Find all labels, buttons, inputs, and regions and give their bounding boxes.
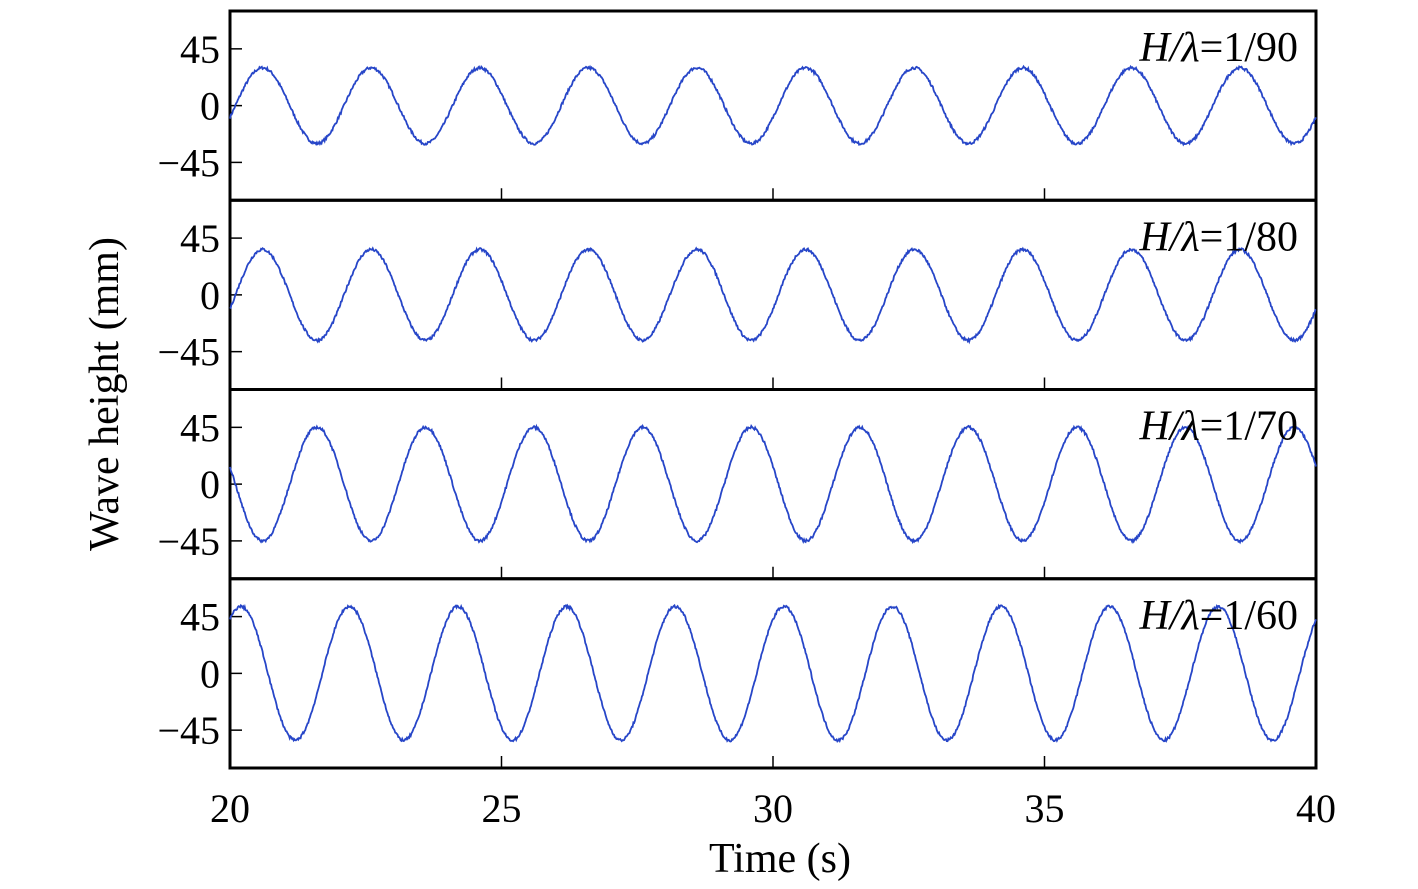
x-tick-labels: 20 25 30 35 40 (210, 786, 1336, 831)
panel-label-ratio: H/λ (1138, 214, 1199, 260)
panel-label-ratio: H/λ (1138, 404, 1199, 450)
x-tick-label: 30 (753, 786, 793, 831)
x-tick-label: 35 (1025, 786, 1065, 831)
panel-label-ratio: H/λ (1138, 593, 1199, 639)
y-tick-label: −45 (157, 519, 220, 564)
panel-label-value: =1/90 (1200, 25, 1298, 71)
panel-4: 45 0 −45 H/λ=1/60 (157, 577, 1318, 770)
wave-series-line (229, 246, 1317, 345)
y-axis-title: Wave height (mm) (82, 237, 128, 551)
panel-label-value: =1/60 (1200, 593, 1298, 639)
panel-label-ratio: H/λ (1138, 25, 1199, 71)
panel-label-value: =1/80 (1200, 214, 1298, 260)
panel-label-value: =1/70 (1200, 404, 1298, 450)
y-tick-label: 45 (180, 405, 220, 450)
y-tick-label: 45 (180, 595, 220, 640)
y-tick-label: −45 (157, 140, 220, 185)
panels-group: 450−45H/λ=1/90450−45H/λ=1/80450−45H/λ=1/… (157, 9, 1318, 770)
x-tick-label: 25 (482, 786, 522, 831)
y-tick-label: 45 (180, 216, 220, 261)
wave-series-line (229, 423, 1317, 545)
panel-2: 45 0 −45 H/λ=1/80 (157, 198, 1318, 391)
panel-label: H/λ=1/90 (1138, 25, 1298, 71)
panel-label: H/λ=1/60 (1138, 593, 1298, 639)
y-tick-label: 0 (200, 462, 220, 507)
panel-label: H/λ=1/80 (1138, 214, 1298, 260)
panel-1: 45 0 −45 H/λ=1/90 (157, 9, 1318, 202)
y-tick-label: −45 (157, 330, 220, 375)
y-tick-label: 45 (180, 27, 220, 72)
y-tick-label: 0 (200, 651, 220, 696)
y-tick-label: −45 (157, 708, 220, 753)
panel-label: H/λ=1/70 (1138, 404, 1298, 450)
wave-series-line (229, 64, 1317, 147)
wave-series-line (229, 603, 1317, 744)
x-axis-title: Time (s) (709, 836, 851, 882)
panel-3: 45 0 −45 H/λ=1/70 (157, 388, 1318, 581)
y-tick-label: 0 (200, 84, 220, 129)
x-tick-label: 40 (1296, 786, 1336, 831)
x-tick-label: 20 (210, 786, 250, 831)
y-tick-label: 0 (200, 273, 220, 318)
